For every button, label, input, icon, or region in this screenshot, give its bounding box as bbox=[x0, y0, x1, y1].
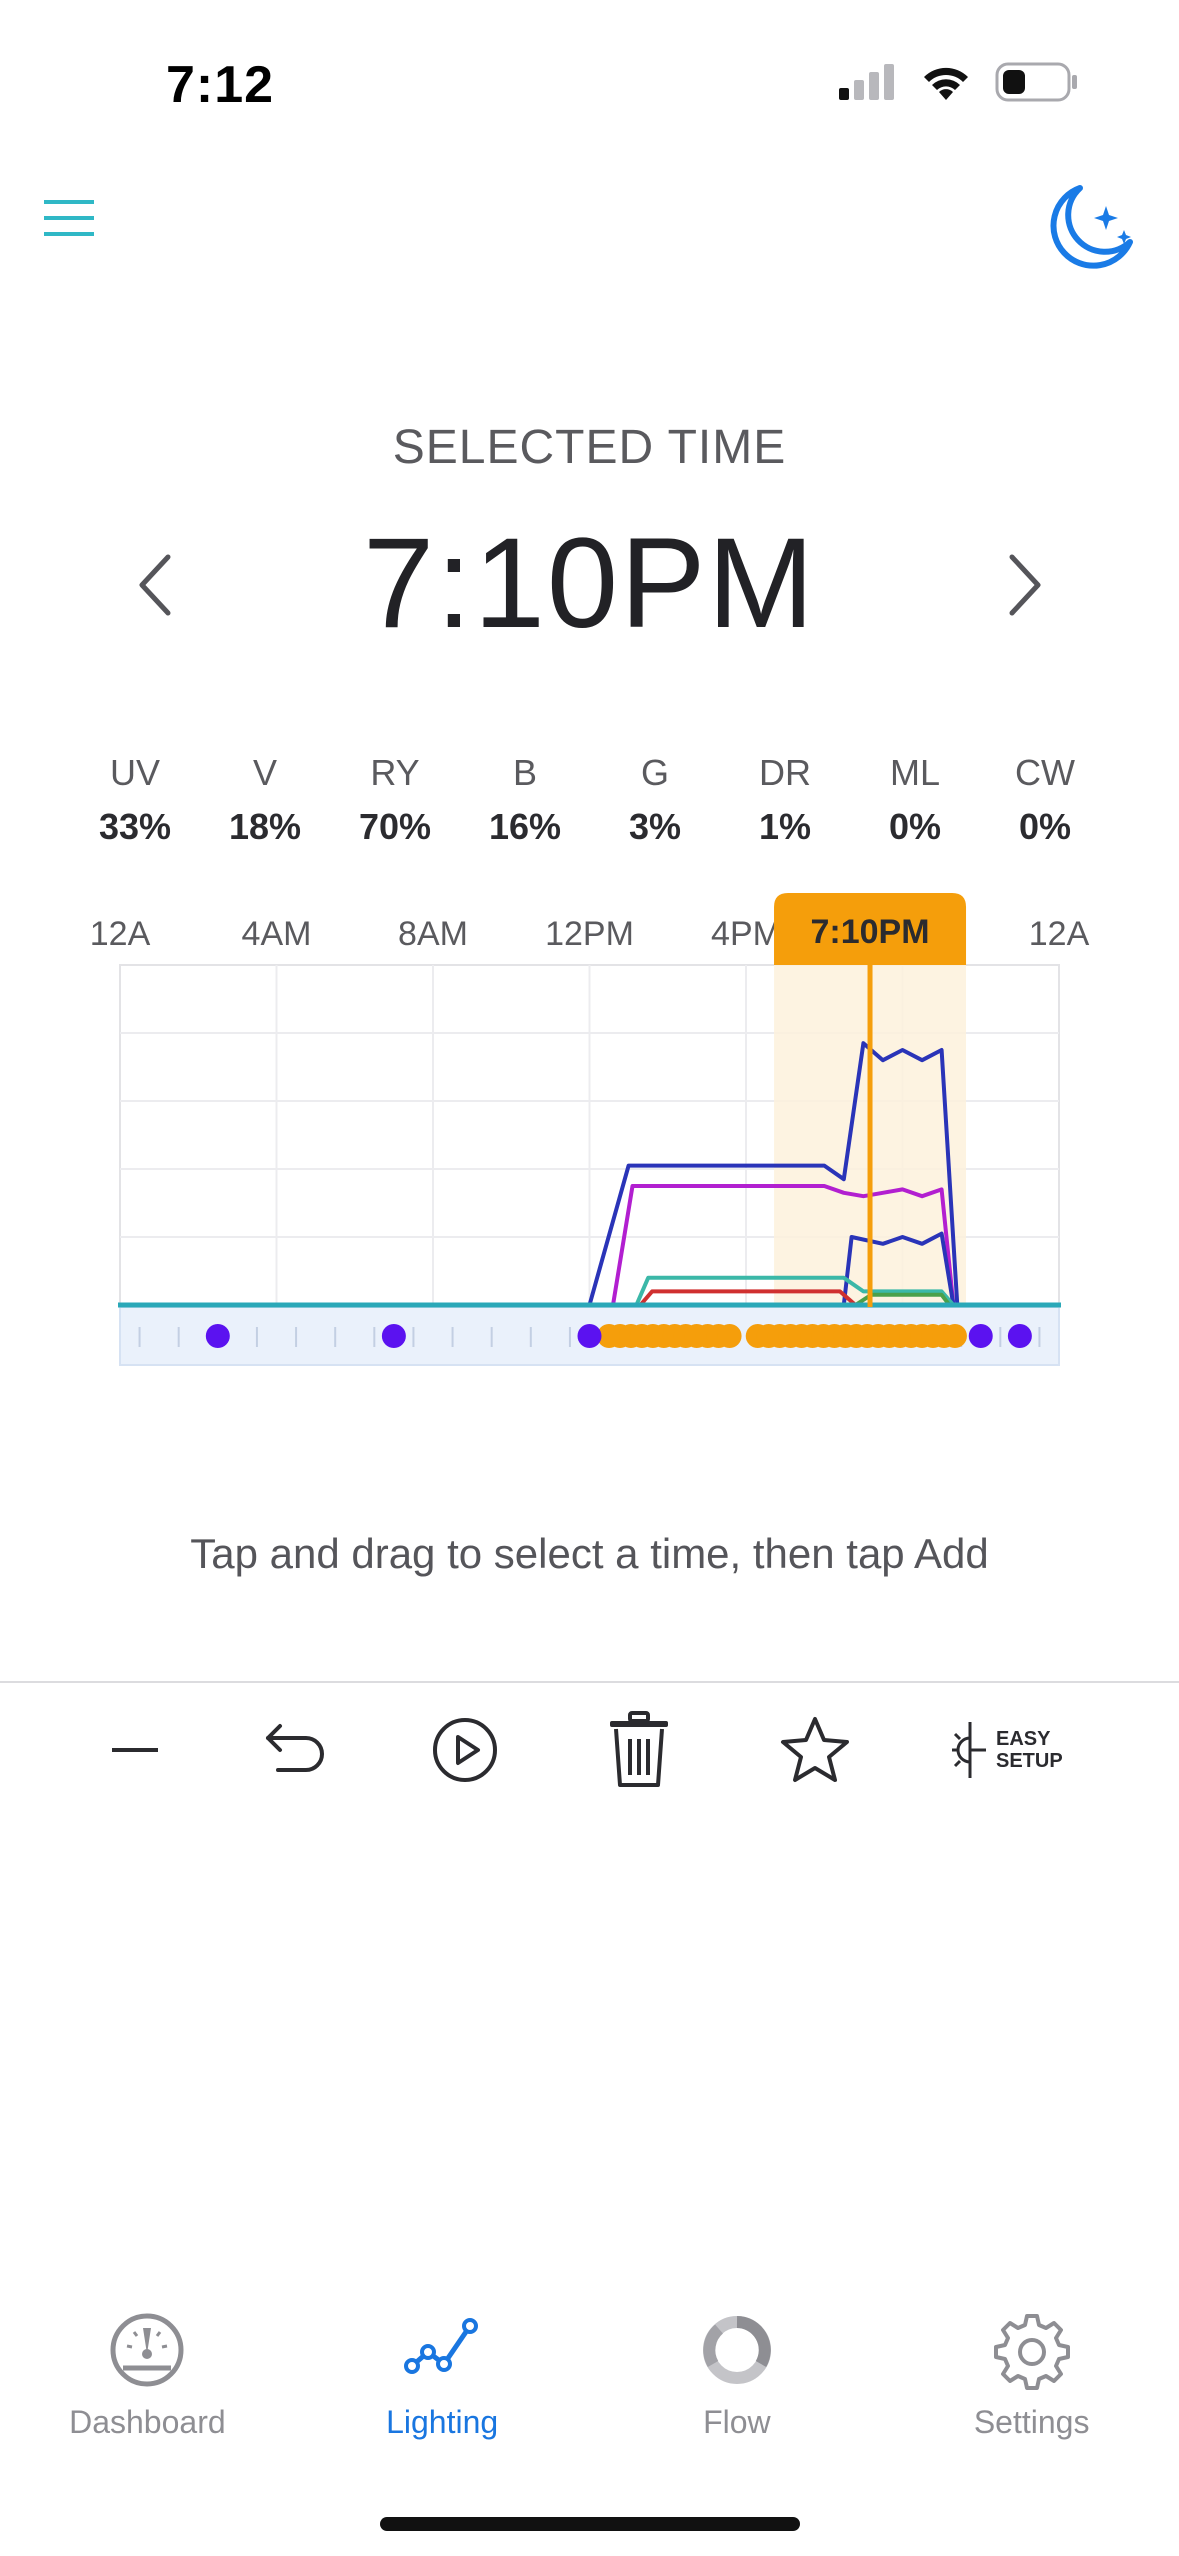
divider bbox=[0, 1681, 1179, 1683]
orange-marker bbox=[717, 1324, 742, 1348]
x-tick-label: 12A bbox=[1029, 915, 1090, 953]
channel-value: 0% bbox=[1018, 806, 1072, 847]
undo-icon bbox=[266, 1724, 324, 1772]
channel-name: ML bbox=[889, 752, 940, 793]
channel-b: B 16% bbox=[460, 752, 590, 848]
channel-value: 70% bbox=[358, 806, 432, 847]
channel-cw: CW 0% bbox=[980, 752, 1110, 848]
tab-label: Flow bbox=[703, 2404, 771, 2440]
channel-value: 0% bbox=[888, 806, 942, 847]
channel-uv: UV 33% bbox=[70, 752, 200, 848]
status-icons bbox=[839, 62, 1079, 102]
battery-icon bbox=[995, 62, 1077, 102]
trash-icon bbox=[610, 1711, 668, 1787]
selected-time-badge-label: 7:10PM bbox=[810, 913, 929, 951]
delete-button[interactable] bbox=[594, 1700, 684, 1800]
menu-button[interactable] bbox=[44, 198, 96, 238]
hint-text: Tap and drag to select a time, then tap … bbox=[190, 1530, 989, 1577]
x-tick-label: 12A bbox=[90, 915, 151, 953]
series-line bbox=[841, 1231, 956, 1306]
selected-time-label: SELECTED TIME bbox=[392, 421, 787, 474]
tab-bar: Dashboard Lighting Flow bbox=[0, 2310, 1179, 2470]
selected-time-badge bbox=[774, 893, 967, 965]
wifi-icon bbox=[924, 67, 968, 100]
play-preview-button[interactable] bbox=[420, 1700, 510, 1800]
tab-lighting[interactable]: Lighting bbox=[295, 2310, 590, 2470]
chevron-left-icon bbox=[139, 554, 171, 616]
series-line bbox=[854, 1292, 951, 1307]
next-time-button[interactable] bbox=[990, 545, 1060, 625]
tab-settings[interactable]: Settings bbox=[884, 2310, 1179, 2470]
purple-marker bbox=[1007, 1324, 1032, 1348]
channel-value: 18% bbox=[228, 806, 302, 847]
orange-marker bbox=[942, 1324, 967, 1348]
x-tick-label: 8AM bbox=[398, 915, 468, 953]
easy-setup-icon bbox=[952, 1722, 986, 1778]
undo-button[interactable] bbox=[250, 1700, 340, 1800]
channel-name: G bbox=[640, 752, 669, 793]
series-line bbox=[638, 1289, 857, 1307]
easy-setup-line2: SETUP bbox=[996, 1750, 1063, 1772]
channel-g: G 3% bbox=[590, 752, 720, 848]
purple-marker bbox=[968, 1324, 993, 1348]
remove-point-button[interactable] bbox=[90, 1700, 180, 1800]
channel-name: CW bbox=[1015, 752, 1075, 793]
channel-v: V 18% bbox=[200, 752, 330, 848]
hamburger-menu-icon bbox=[44, 200, 94, 236]
channel-name: RY bbox=[370, 752, 420, 793]
tab-label: Lighting bbox=[386, 2404, 499, 2440]
star-icon bbox=[781, 1717, 849, 1782]
tab-label: Settings bbox=[973, 2404, 1090, 2440]
easy-setup-label: EASY SETUP bbox=[996, 1728, 1063, 1772]
tab-flow[interactable]: Flow bbox=[590, 2310, 885, 2470]
minus-icon bbox=[112, 1748, 158, 1752]
x-tick-label: 12PM bbox=[545, 915, 634, 953]
gauge-icon bbox=[110, 2313, 184, 2387]
easy-setup-button[interactable]: EASY SETUP bbox=[950, 1700, 1080, 1800]
series-line bbox=[634, 1275, 955, 1307]
home-indicator bbox=[380, 2517, 800, 2531]
moon-stars-icon bbox=[1050, 185, 1133, 269]
tab-label: Dashboard bbox=[69, 2404, 226, 2440]
channel-name: DR bbox=[759, 752, 811, 793]
channel-value: 33% bbox=[98, 806, 172, 847]
purple-marker bbox=[577, 1324, 602, 1348]
ring-icon bbox=[702, 2316, 771, 2384]
channel-name: UV bbox=[109, 752, 160, 793]
selected-time-value: 7:10PM bbox=[362, 512, 817, 655]
chart-line-icon bbox=[404, 2318, 479, 2374]
previous-time-button[interactable] bbox=[120, 545, 190, 625]
x-tick-label: 4AM bbox=[242, 915, 312, 953]
chart-svg[interactable]: 12A 4AM 8AM 12PM 4PM 12A 7:10PM bbox=[0, 880, 1179, 1380]
lighting-schedule-chart[interactable]: 12A 4AM 8AM 12PM 4PM 12A 7:10PM bbox=[0, 880, 1179, 1380]
status-time: 7:12 bbox=[166, 56, 275, 114]
series-line bbox=[611, 1184, 956, 1306]
favorite-button[interactable] bbox=[770, 1700, 860, 1800]
schedule-toolbar: EASY SETUP bbox=[0, 1700, 1179, 1800]
purple-marker bbox=[205, 1324, 230, 1348]
channel-readouts: UV 33% V 18% RY 70% B 16% G 3% DR 1% ML … bbox=[70, 752, 1110, 848]
channel-name: B bbox=[512, 752, 537, 793]
channel-value: 3% bbox=[628, 806, 682, 847]
purple-marker bbox=[381, 1324, 406, 1348]
channel-ml: ML 0% bbox=[850, 752, 980, 848]
easy-setup-line1: EASY bbox=[996, 1728, 1051, 1750]
channel-value: 16% bbox=[488, 806, 562, 847]
cellular-signal-icon bbox=[839, 64, 894, 100]
x-tick-label: 4PM bbox=[711, 915, 781, 953]
chevron-right-icon bbox=[1009, 554, 1041, 616]
tab-dashboard[interactable]: Dashboard bbox=[0, 2310, 295, 2470]
channel-name: V bbox=[252, 752, 277, 793]
play-icon bbox=[433, 1718, 497, 1782]
channel-dr: DR 1% bbox=[720, 752, 850, 848]
series-line bbox=[587, 1041, 960, 1306]
gear-icon bbox=[993, 2314, 1070, 2390]
channel-value: 1% bbox=[758, 806, 812, 847]
night-mode-button[interactable] bbox=[1040, 180, 1136, 276]
channel-ry: RY 70% bbox=[330, 752, 460, 848]
